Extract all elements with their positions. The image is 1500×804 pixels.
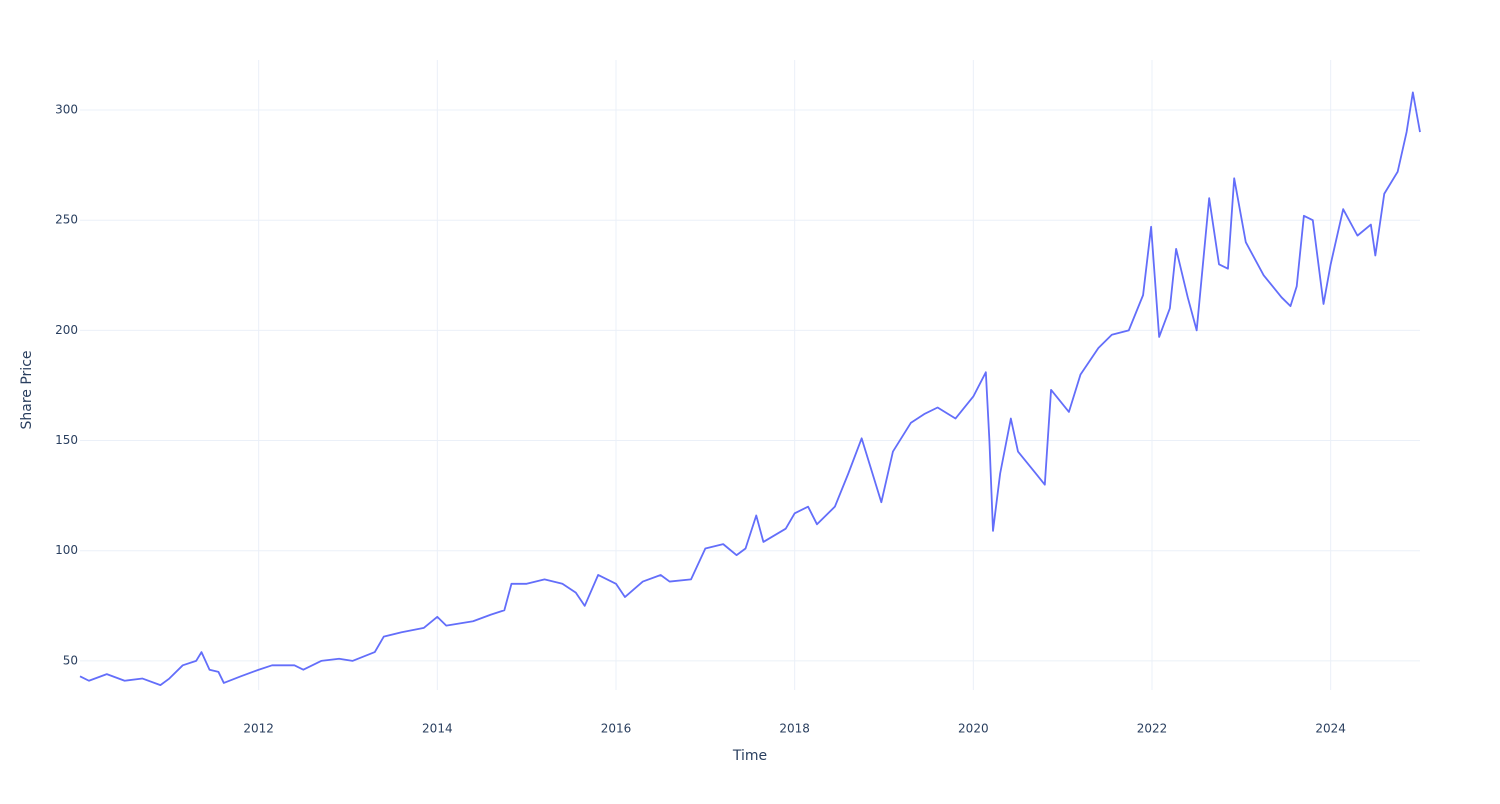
x-axis-title: Time (732, 748, 767, 764)
y-tick-label: 200 (55, 323, 78, 337)
y-axis-title: Share Price (19, 350, 35, 429)
y-tick-label: 50 (63, 653, 78, 667)
y-tick-label: 250 (55, 213, 78, 227)
mark-layer (79, 91, 1421, 687)
x-tick-label: 2022 (1137, 722, 1168, 736)
grid-layer (80, 60, 1420, 690)
x-tick-label: 2014 (422, 722, 453, 736)
x-tick-label: 2018 (779, 722, 810, 736)
y-tick-label: 100 (55, 543, 78, 557)
price-line (79, 91, 1421, 687)
x-tick-label: 2016 (601, 722, 632, 736)
x-tick-label: 2012 (243, 722, 274, 736)
y-tick-label: 150 (55, 433, 78, 447)
x-tick-label: 2020 (958, 722, 989, 736)
y-tick-label: 300 (55, 103, 78, 117)
x-tick-label: 2024 (1315, 722, 1346, 736)
